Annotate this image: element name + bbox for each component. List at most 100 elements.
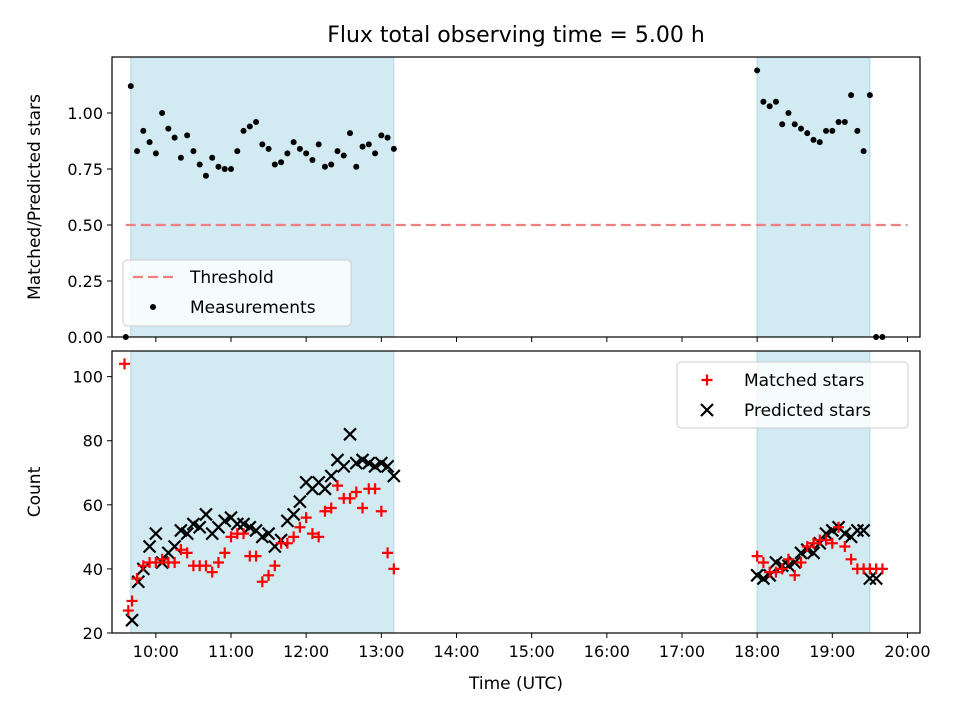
- predicted-marker: [343, 427, 357, 442]
- measurement-point: [841, 118, 848, 125]
- matched-marker: [344, 492, 356, 504]
- matched-marker: [319, 505, 331, 517]
- predicted-marker: [261, 526, 276, 541]
- matched-marker: [751, 550, 763, 562]
- legend-measurements-swatch: [150, 304, 156, 310]
- x-tick-label: 17:00: [659, 642, 705, 661]
- measurement-point: [766, 103, 773, 110]
- y-axis-label: Count: [25, 466, 45, 517]
- measurement-point: [259, 141, 266, 148]
- matched-marker: [357, 502, 369, 514]
- measurement-point: [134, 148, 141, 155]
- measurement-point: [760, 98, 767, 105]
- matched-marker: [126, 595, 138, 607]
- axes-frame: [111, 350, 921, 634]
- matched-marker: [156, 553, 168, 565]
- measurement-point: [215, 163, 222, 170]
- matched-marker: [119, 358, 131, 370]
- measurement-point: [791, 121, 798, 128]
- measurement-point: [152, 150, 159, 157]
- predicted-marker: [230, 517, 245, 531]
- x-tick-label: 11:00: [208, 642, 254, 661]
- matched-marker: [776, 563, 788, 575]
- matched-marker: [801, 540, 813, 552]
- measurement-point: [246, 123, 253, 130]
- matched-marker: [212, 557, 224, 568]
- matched-marker: [388, 563, 400, 575]
- matched-marker: [331, 480, 343, 492]
- predicted-marker: [199, 507, 213, 522]
- matched-marker: [181, 547, 193, 559]
- measurement-point: [334, 148, 341, 155]
- matched-marker: [200, 560, 212, 572]
- matched-marker: [256, 576, 268, 588]
- measurement-point: [835, 118, 842, 125]
- matched-marker: [382, 547, 394, 559]
- matched-marker: [263, 569, 275, 581]
- legend-predicted-label: Predicted stars: [744, 401, 871, 421]
- measurement-point: [340, 152, 347, 159]
- measurement-point: [372, 150, 379, 157]
- y-tick-label: 80: [83, 432, 103, 451]
- matched-marker: [306, 528, 318, 540]
- y-tick-label: 20: [83, 624, 103, 643]
- x-tick-label: 15:00: [509, 642, 555, 661]
- matched-marker: [820, 534, 832, 546]
- y-tick-label: 0.50: [67, 216, 103, 235]
- legend-matched-swatch: [701, 374, 713, 386]
- measurement-point: [184, 132, 191, 139]
- x-tick-label: 10:00: [133, 642, 179, 661]
- matched-marker: [288, 531, 300, 543]
- measurement-point: [196, 161, 203, 168]
- measurement-point: [284, 150, 291, 157]
- matched-marker: [757, 557, 769, 568]
- predicted-marker: [192, 520, 207, 535]
- matched-marker: [169, 557, 181, 568]
- measurement-point: [127, 83, 134, 90]
- matched-marker: [876, 563, 888, 575]
- legend-measurements-label: Measurements: [190, 298, 316, 318]
- measurement-point: [866, 92, 873, 99]
- measurement-point: [378, 132, 385, 139]
- legend-predicted-swatch: [700, 403, 714, 417]
- measurement-point: [353, 163, 360, 170]
- matched-marker: [833, 521, 845, 533]
- predicted-marker: [850, 523, 865, 538]
- matched-marker: [325, 502, 337, 514]
- x-axis-label: Time (UTC): [468, 674, 563, 694]
- measurement-point: [384, 134, 391, 141]
- legend-box: [676, 361, 909, 429]
- measurement-point: [779, 121, 786, 128]
- x-tick-label: 14:00: [433, 642, 479, 661]
- measurement-point: [202, 172, 209, 179]
- y-tick-label: 0.25: [67, 272, 103, 291]
- predicted-marker: [318, 482, 332, 496]
- y-tick-label: 1.00: [67, 104, 103, 123]
- x-tick-label: 18:00: [734, 642, 780, 661]
- measurement-point: [816, 139, 823, 146]
- matched-marker: [122, 605, 134, 617]
- legend-threshold-label: Threshold: [189, 268, 274, 288]
- x-tick-label: 19:00: [809, 642, 855, 661]
- predicted-marker: [856, 523, 871, 538]
- shaded-intervals: [130, 56, 871, 634]
- measurement-point: [146, 139, 153, 146]
- measurement-point: [278, 159, 285, 166]
- measurement-point: [321, 163, 328, 170]
- matched-marker: [281, 537, 293, 549]
- predicted-marker: [180, 526, 194, 541]
- measurement-point: [140, 127, 147, 134]
- matched-marker: [826, 537, 838, 549]
- measurement-point: [829, 127, 836, 134]
- measurement-point: [848, 92, 855, 99]
- matched-marker: [269, 560, 281, 572]
- predicted-marker: [336, 459, 351, 474]
- measurement-point: [359, 143, 366, 150]
- matched-marker: [150, 557, 162, 568]
- legend-box: [122, 259, 352, 327]
- matched-marker: [175, 544, 187, 556]
- predicted-marker: [380, 459, 395, 474]
- x-tick-label: 12:00: [283, 642, 329, 661]
- predicted-marker: [142, 539, 157, 554]
